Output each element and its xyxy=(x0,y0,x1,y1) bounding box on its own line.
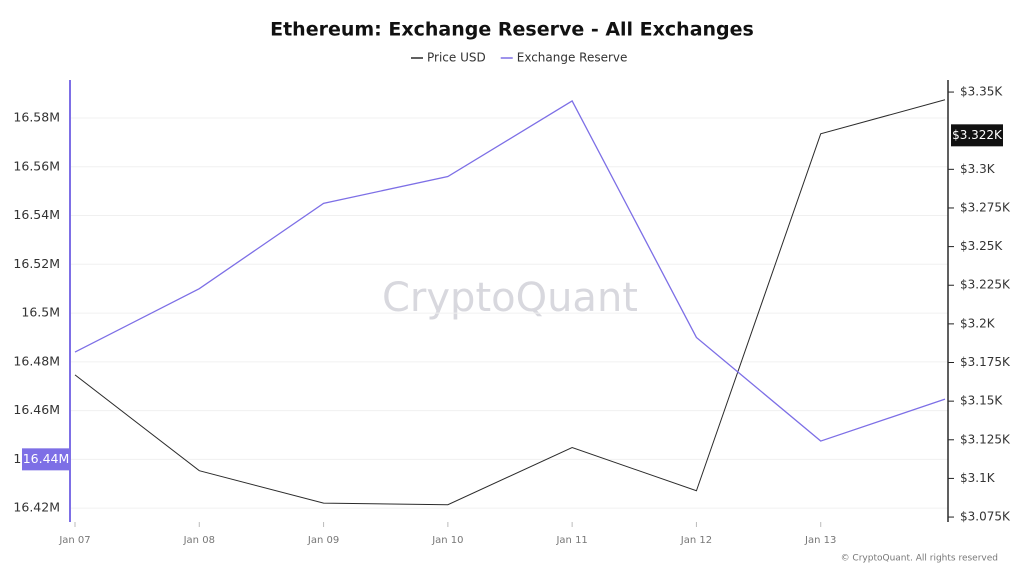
x-tick-label: Jan 10 xyxy=(431,535,463,546)
y-tick-label: 16.52M xyxy=(13,256,60,271)
y2-tick-label: $3.15K xyxy=(960,394,1003,408)
watermark: CryptoQuant xyxy=(382,275,638,321)
y2-tick-label: $3.225K xyxy=(960,278,1011,292)
x-tick-label: Jan 09 xyxy=(307,535,339,546)
y2-tick-label: $3.35K xyxy=(960,85,1003,99)
x-tick-label: Jan 12 xyxy=(680,535,712,546)
y2-tick-label: $3.175K xyxy=(960,355,1011,369)
y2-tick-label: $3.1K xyxy=(960,471,996,485)
axis-marker-label: 16.44M xyxy=(23,451,70,466)
y-tick-label: 16.58M xyxy=(13,110,60,125)
series-line xyxy=(74,99,946,506)
y-tick-label: 16.48M xyxy=(13,353,60,368)
x-tick-label: Jan 08 xyxy=(183,535,215,546)
y2-tick-label: $3.3K xyxy=(960,162,996,176)
series-line xyxy=(74,100,946,442)
x-tick-label: Jan 11 xyxy=(555,535,587,546)
chart-title: Ethereum: Exchange Reserve - All Exchang… xyxy=(270,19,754,41)
x-tick-label: Jan 07 xyxy=(58,535,90,546)
legend-label: Price USD xyxy=(427,51,486,65)
y-tick-label: 16.54M xyxy=(13,207,60,222)
legend-label: Exchange Reserve xyxy=(517,51,628,65)
axis-marker xyxy=(951,124,1003,147)
y2-tick-label: $3.275K xyxy=(960,200,1011,214)
y2-tick-label: $3.25K xyxy=(960,239,1003,253)
y-tick-label: 16.56M xyxy=(13,158,60,173)
axis-marker xyxy=(22,448,70,471)
y2-tick-label: $3.075K xyxy=(960,510,1011,524)
y-tick-label: 16.42M xyxy=(13,500,60,515)
y2-tick-label: $3.2K xyxy=(960,316,996,330)
credit: © CryptoQuant. All rights reserved xyxy=(841,554,998,564)
y-tick-label: 16.5M xyxy=(21,305,60,320)
x-tick-label: Jan 13 xyxy=(804,535,836,546)
axis-marker-label: $3.322K xyxy=(952,128,1003,142)
y-tick-label: 16.46M xyxy=(13,402,60,417)
y2-tick-label: $3.125K xyxy=(960,432,1011,446)
